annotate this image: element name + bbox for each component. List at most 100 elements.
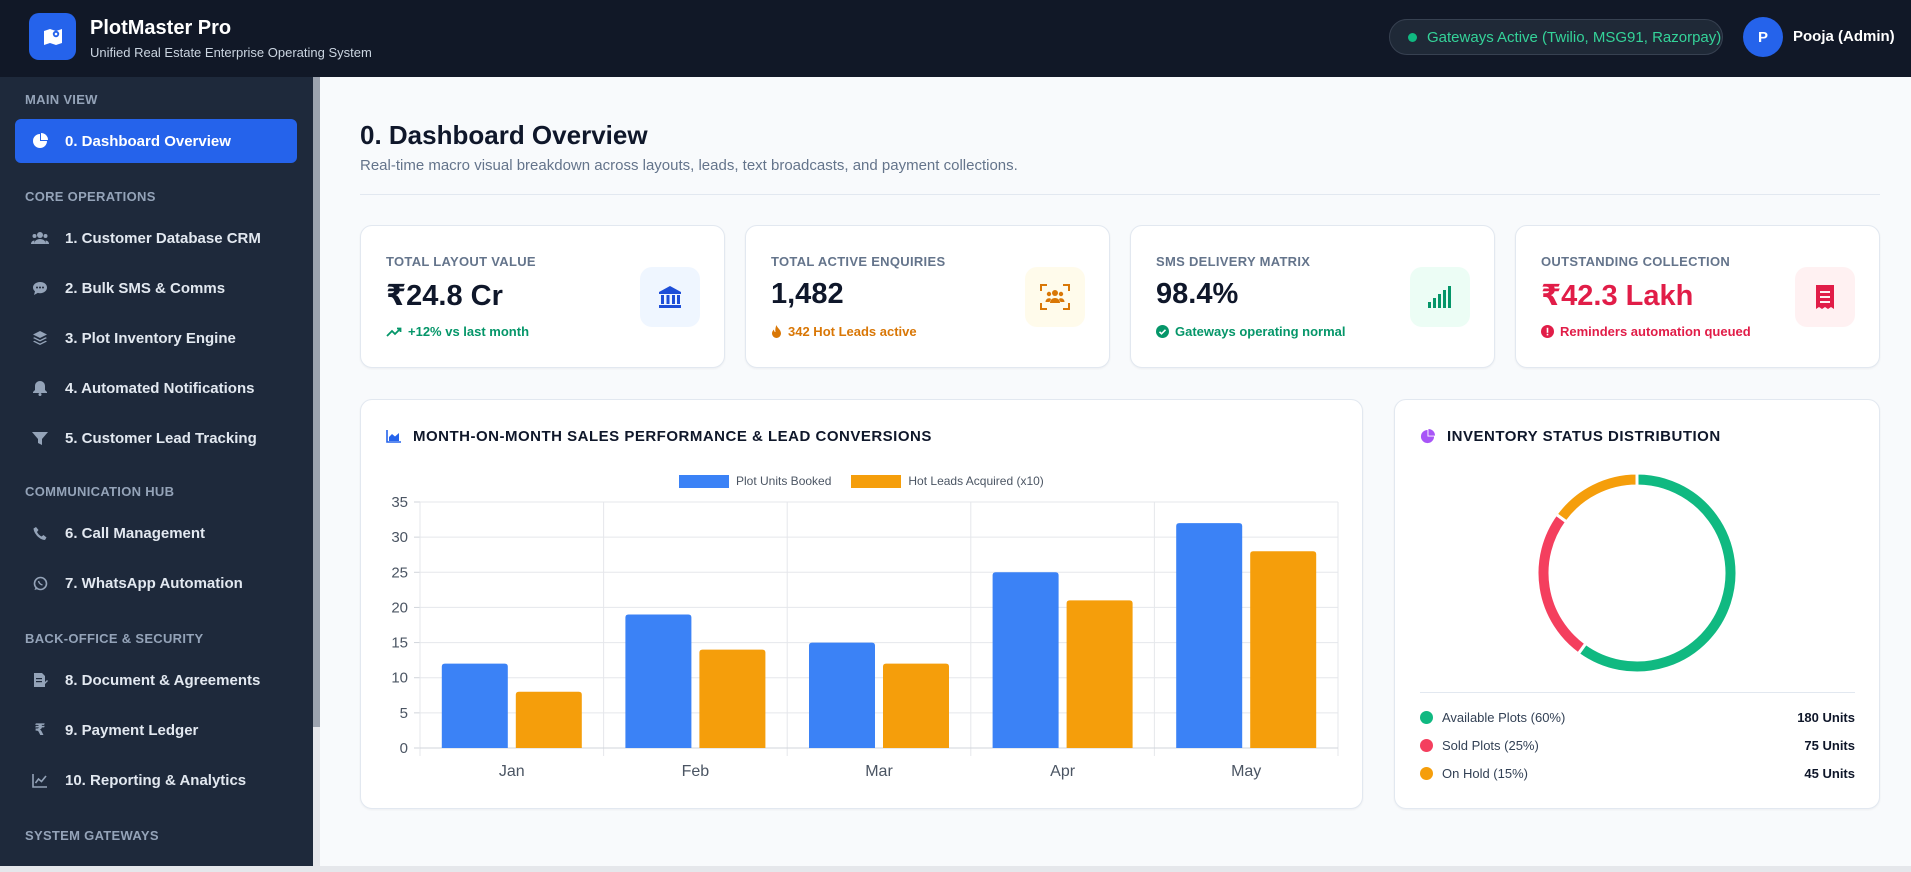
y-tick-label: 20 xyxy=(391,599,408,616)
sidebar-item-lead-tracking[interactable]: 5. Customer Lead Tracking xyxy=(15,416,297,460)
kpi-value: 98.4% xyxy=(1156,278,1239,310)
filter-icon xyxy=(31,429,49,447)
inventory-row-sold: Sold Plots (25%) 75 Units xyxy=(1420,738,1855,753)
bell-icon xyxy=(31,379,49,397)
sidebar-item-whatsapp[interactable]: 7. WhatsApp Automation xyxy=(15,561,297,605)
sidebar-section-comm: COMMUNICATION HUB xyxy=(25,484,175,499)
donut-slice[interactable] xyxy=(1554,471,1639,524)
gateway-status-badge: Gateways Active (Twilio, MSG91, Razorpay… xyxy=(1389,19,1723,55)
donut-slice[interactable] xyxy=(1535,512,1588,656)
sidebar-item-label: 9. Payment Ledger xyxy=(65,721,199,739)
users-scan-icon xyxy=(1025,267,1085,327)
sidebar-item-notifications[interactable]: 4. Automated Notifications xyxy=(15,366,297,410)
y-tick-label: 5 xyxy=(400,705,408,722)
kpi-note: Gateways operating normal xyxy=(1156,324,1346,339)
horizontal-scrollbar[interactable] xyxy=(0,866,1911,872)
x-tick-label: May xyxy=(1231,763,1261,780)
sidebar-item-inventory[interactable]: 3. Plot Inventory Engine xyxy=(15,316,297,360)
x-tick-label: Feb xyxy=(682,763,710,780)
sidebar: MAIN VIEW 0. Dashboard Overview CORE OPE… xyxy=(0,77,313,872)
kpi-label: TOTAL ACTIVE ENQUIRIES xyxy=(771,254,946,269)
sidebar-item-label: 3. Plot Inventory Engine xyxy=(65,329,236,347)
legend-swatch xyxy=(679,474,729,488)
legend-label[interactable]: Hot Leads Acquired (x10) xyxy=(908,474,1044,488)
sidebar-item-label: 0. Dashboard Overview xyxy=(65,132,231,150)
sidebar-section-back-office: BACK-OFFICE & SECURITY xyxy=(25,631,204,646)
kpi-note-text: +12% vs last month xyxy=(408,324,530,339)
sidebar-item-payment-ledger[interactable]: ₹ 9. Payment Ledger xyxy=(15,708,297,752)
sidebar-item-crm[interactable]: 1. Customer Database CRM xyxy=(15,216,297,260)
bar[interactable] xyxy=(992,572,1059,748)
bar[interactable] xyxy=(1176,523,1243,748)
y-tick-label: 0 xyxy=(400,740,408,757)
layers-icon xyxy=(31,329,49,347)
sidebar-item-documents[interactable]: 8. Document & Agreements xyxy=(15,658,297,702)
kpi-note-text: 342 Hot Leads active xyxy=(788,324,917,339)
receipt-icon xyxy=(1795,267,1855,327)
phone-icon xyxy=(31,524,49,542)
sidebar-item-label: 6. Call Management xyxy=(65,524,206,542)
sidebar-item-dashboard[interactable]: 0. Dashboard Overview xyxy=(15,119,297,163)
x-tick-label: Jan xyxy=(499,763,525,780)
y-tick-label: 10 xyxy=(391,670,408,687)
top-header: PlotMaster Pro Unified Real Estate Enter… xyxy=(0,0,1911,77)
bar[interactable] xyxy=(883,663,949,748)
map-logo-icon xyxy=(29,13,76,60)
pie-chart-icon xyxy=(31,132,49,150)
status-dot-icon xyxy=(1420,739,1433,752)
sidebar-item-calls[interactable]: 6. Call Management xyxy=(15,511,297,555)
sidebar-item-sms[interactable]: 2. Bulk SMS & Comms xyxy=(15,266,297,310)
avatar[interactable]: P xyxy=(1743,17,1783,57)
sidebar-item-label: 1. Customer Database CRM xyxy=(65,229,261,247)
bar[interactable] xyxy=(1066,600,1133,748)
kpi-label: SMS DELIVERY MATRIX xyxy=(1156,254,1311,269)
kpi-card-layout-value: TOTAL LAYOUT VALUE ₹24.8 Cr +12% vs last… xyxy=(360,225,725,368)
bar[interactable] xyxy=(625,614,692,748)
legend-label[interactable]: Plot Units Booked xyxy=(736,474,832,488)
kpi-value: 1,482 xyxy=(771,278,844,310)
users-icon xyxy=(31,229,49,247)
y-tick-label: 15 xyxy=(391,635,408,652)
donut-slice[interactable] xyxy=(1576,471,1739,675)
bar[interactable] xyxy=(515,691,582,748)
sidebar-item-label: 7. WhatsApp Automation xyxy=(65,574,243,592)
pie-chart-icon xyxy=(1420,429,1435,444)
sales-bar-chart: 0 5 10 15 20 25 30 35 Jan Feb Mar Apr May xyxy=(391,494,1339,780)
bar[interactable] xyxy=(699,649,766,748)
trend-up-icon xyxy=(386,327,402,337)
bar[interactable] xyxy=(1250,551,1317,748)
kpi-value: ₹42.3 Lakh xyxy=(1541,280,1694,312)
inventory-value: 45 Units xyxy=(1804,766,1855,781)
sidebar-section-main: MAIN VIEW xyxy=(25,92,98,107)
inventory-title: INVENTORY STATUS DISTRIBUTION xyxy=(1447,428,1721,445)
kpi-note: 342 Hot Leads active xyxy=(771,324,917,339)
kpi-card-sms-delivery: SMS DELIVERY MATRIX 98.4% Gateways opera… xyxy=(1130,225,1495,368)
user-name[interactable]: Pooja (Admin) xyxy=(1793,28,1895,45)
sidebar-item-label: 5. Customer Lead Tracking xyxy=(65,429,257,447)
sidebar-section-core: CORE OPERATIONS xyxy=(25,189,156,204)
inventory-value: 75 Units xyxy=(1804,738,1855,753)
sidebar-item-label: 4. Automated Notifications xyxy=(65,379,255,397)
y-tick-label: 30 xyxy=(391,529,408,546)
kpi-value: ₹24.8 Cr xyxy=(386,280,503,312)
kpi-label: TOTAL LAYOUT VALUE xyxy=(386,254,536,269)
app-subtitle: Unified Real Estate Enterprise Operating… xyxy=(90,45,372,60)
document-icon xyxy=(31,671,49,689)
sidebar-scrollbar-thumb[interactable] xyxy=(313,77,320,727)
check-circle-icon xyxy=(1156,325,1169,338)
sidebar-item-label: 8. Document & Agreements xyxy=(65,671,261,689)
x-tick-label: Apr xyxy=(1050,763,1076,780)
y-tick-label: 35 xyxy=(391,494,408,511)
sales-chart-title: MONTH-ON-MONTH SALES PERFORMANCE & LEAD … xyxy=(413,428,932,445)
bar[interactable] xyxy=(809,642,875,748)
whatsapp-icon xyxy=(31,574,49,592)
page-title: 0. Dashboard Overview xyxy=(360,120,648,150)
kpi-label: OUTSTANDING COLLECTION xyxy=(1541,254,1731,269)
signal-icon xyxy=(1410,267,1470,327)
bar[interactable] xyxy=(441,663,508,748)
inventory-card: INVENTORY STATUS DISTRIBUTION xyxy=(1394,399,1880,809)
sidebar-item-reporting[interactable]: 10. Reporting & Analytics xyxy=(15,758,297,802)
gateway-status-text: Gateways Active (Twilio, MSG91, Razorpay… xyxy=(1427,28,1722,46)
inventory-label: On Hold (15%) xyxy=(1442,766,1528,781)
inventory-row-on-hold: On Hold (15%) 45 Units xyxy=(1420,766,1855,781)
